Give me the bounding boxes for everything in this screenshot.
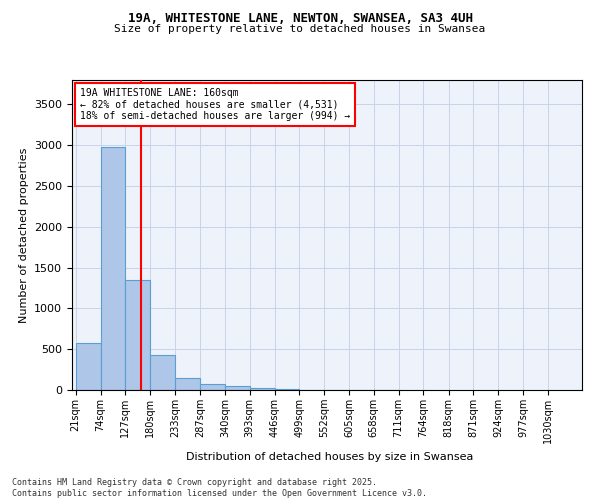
Bar (76, 342, 101, 390)
Bar (101, 147, 125, 390)
Bar (225, 386, 250, 390)
Bar (200, 384, 225, 390)
Text: Distribution of detached houses by size in Swansea: Distribution of detached houses by size … (187, 452, 473, 462)
Bar (175, 378, 200, 390)
Text: 19A, WHITESTONE LANE, NEWTON, SWANSEA, SA3 4UH: 19A, WHITESTONE LANE, NEWTON, SWANSEA, S… (128, 12, 473, 26)
Text: Contains HM Land Registry data © Crown copyright and database right 2025.
Contai: Contains HM Land Registry data © Crown c… (12, 478, 427, 498)
Bar (125, 280, 150, 390)
Bar (250, 388, 275, 390)
Bar (150, 355, 175, 390)
Text: Size of property relative to detached houses in Swansea: Size of property relative to detached ho… (115, 24, 485, 34)
Y-axis label: Number of detached properties: Number of detached properties (19, 148, 29, 322)
Text: 19A WHITESTONE LANE: 160sqm
← 82% of detached houses are smaller (4,531)
18% of : 19A WHITESTONE LANE: 160sqm ← 82% of det… (80, 88, 350, 122)
Bar (275, 389, 299, 390)
